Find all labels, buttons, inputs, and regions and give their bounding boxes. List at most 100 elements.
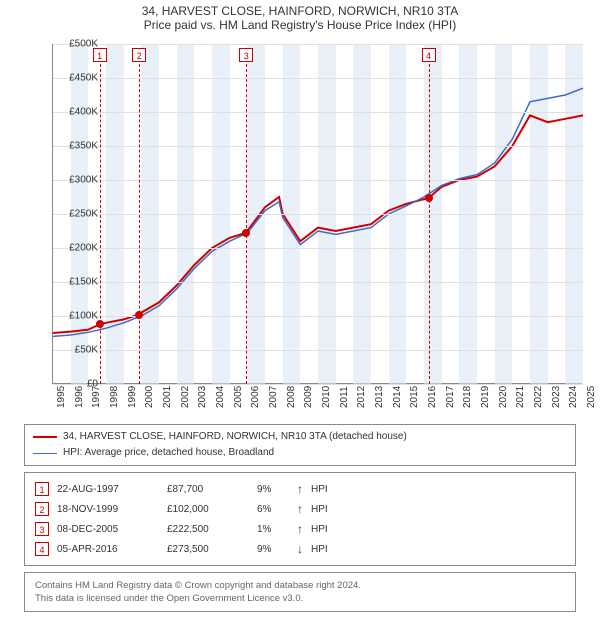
legend-label: 34, HARVEST CLOSE, HAINFORD, NORWICH, NR… [63, 429, 407, 445]
sale-flag-line [139, 64, 140, 384]
x-tick-label: 2000 [144, 388, 155, 408]
title-address: 34, HARVEST CLOSE, HAINFORD, NORWICH, NR… [0, 4, 600, 18]
y-tick-label: £150K [53, 277, 98, 288]
y-tick-label: £100K [53, 311, 98, 322]
event-price: £222,500 [167, 524, 257, 535]
sale-flag: 1 [93, 48, 107, 62]
event-price: £273,500 [167, 544, 257, 555]
event-row: 122-AUG-1997£87,7009%↑HPI [35, 479, 565, 499]
event-flag: 4 [35, 542, 49, 556]
gridline-h [53, 180, 583, 181]
sale-dot [96, 320, 104, 328]
arrow-up-icon: ↑ [297, 502, 311, 516]
event-flag: 3 [35, 522, 49, 536]
x-tick-label: 2019 [480, 388, 491, 408]
x-tick-label: 1997 [91, 388, 102, 408]
x-tick-label: 2020 [498, 388, 509, 408]
sale-events: 122-AUG-1997£87,7009%↑HPI 2 18-NOV-1999£10… [24, 472, 576, 566]
x-tick-label: 2023 [551, 388, 562, 408]
x-tick-label: 1998 [109, 388, 120, 408]
event-price: £87,700 [167, 484, 257, 495]
chart-area: 1234 £0£50K£100K£150K£200K£250K£300K£350… [10, 38, 590, 418]
gridline-h [53, 78, 583, 79]
event-date: 18-NOV-1999 [57, 504, 167, 515]
x-tick-label: 2013 [374, 388, 385, 408]
y-tick-label: £200K [53, 243, 98, 254]
legend-swatch [33, 453, 57, 454]
event-row: 3 08-DEC-2005£222,5001%↑HPI [35, 519, 565, 539]
x-tick-label: 2001 [162, 388, 173, 408]
gridline-h [53, 316, 583, 317]
x-tick-label: 2024 [568, 388, 579, 408]
x-tick-label: 2004 [215, 388, 226, 408]
x-tick-label: 2011 [339, 388, 350, 408]
event-price: £102,000 [167, 504, 257, 515]
sale-flag-line [100, 64, 101, 384]
event-pct: 6% [257, 504, 297, 515]
x-tick-label: 2017 [445, 388, 456, 408]
gridline-h [53, 384, 583, 385]
x-tick-label: 2006 [250, 388, 261, 408]
x-tick-label: 2010 [321, 388, 332, 408]
arrow-up-icon: ↑ [297, 482, 311, 496]
credit-line-2: This data is licensed under the Open Gov… [35, 592, 565, 605]
event-pct: 9% [257, 484, 297, 495]
gridline-h [53, 282, 583, 283]
sale-dot [135, 311, 143, 319]
x-tick-label: 2022 [533, 388, 544, 408]
gridline-h [53, 248, 583, 249]
x-tick-label: 2007 [268, 388, 279, 408]
event-pct: 9% [257, 544, 297, 555]
x-tick-label: 2009 [303, 388, 314, 408]
event-row: 218-NOV-1999£102,0006%↑HPI [35, 499, 565, 519]
event-rel: HPI [311, 484, 341, 495]
x-tick-label: 1995 [56, 388, 67, 408]
title-block: 34, HARVEST CLOSE, HAINFORD, NORWICH, NR… [0, 0, 600, 34]
event-rel: HPI [311, 524, 341, 535]
plot-region: 1 2 3 4 [52, 44, 582, 384]
x-tick-label: 2005 [233, 388, 244, 408]
credit-line-1: Contains HM Land Registry data © Crown c… [35, 579, 565, 592]
x-tick-label: 2014 [392, 388, 403, 408]
sale-flag: 4 [422, 48, 436, 62]
sale-flag-line [429, 64, 430, 384]
y-tick-label: £450K [53, 73, 98, 84]
event-flag: 1 [35, 482, 49, 496]
x-tick-label: 2021 [515, 388, 526, 408]
x-tick-label: 2008 [286, 388, 297, 408]
x-tick-label: 1996 [74, 388, 85, 408]
arrow-down-icon: ↓ [297, 542, 311, 556]
x-tick-label: 2015 [409, 388, 420, 408]
event-date: 08-DEC-2005 [57, 524, 167, 535]
gridline-h [53, 44, 583, 45]
y-tick-label: £50K [53, 345, 98, 356]
series-price_paid [53, 115, 583, 333]
title-subtitle: Price paid vs. HM Land Registry's House … [0, 18, 600, 32]
event-rel: HPI [311, 544, 341, 555]
sale-flag: 2 [132, 48, 146, 62]
credits: Contains HM Land Registry data © Crown c… [24, 572, 576, 612]
x-tick-label: 2012 [356, 388, 367, 408]
gridline-h [53, 214, 583, 215]
legend: 34, HARVEST CLOSE, HAINFORD, NORWICH, NR… [24, 424, 576, 466]
sale-flag-line [246, 64, 247, 384]
event-row: 405-APR-2016£273,5009%↓HPI [35, 539, 565, 559]
gridline-h [53, 112, 583, 113]
x-tick-label: 2018 [462, 388, 473, 408]
x-tick-label: 2025 [586, 388, 597, 408]
x-tick-label: 2003 [197, 388, 208, 408]
gridline-h [53, 350, 583, 351]
event-flag: 2 [35, 502, 49, 516]
y-tick-label: £500K [53, 39, 98, 50]
legend-swatch [33, 436, 57, 438]
x-tick-label: 1999 [127, 388, 138, 408]
x-tick-label: 2002 [180, 388, 191, 408]
y-tick-label: £250K [53, 209, 98, 220]
sale-flag: 3 [239, 48, 253, 62]
event-pct: 1% [257, 524, 297, 535]
y-tick-label: £400K [53, 107, 98, 118]
legend-label: HPI: Average price, detached house, Broa… [63, 445, 274, 461]
legend-item: HPI: Average price, detached house, Broa… [33, 445, 567, 461]
arrow-up-icon: ↑ [297, 522, 311, 536]
y-tick-label: £300K [53, 175, 98, 186]
